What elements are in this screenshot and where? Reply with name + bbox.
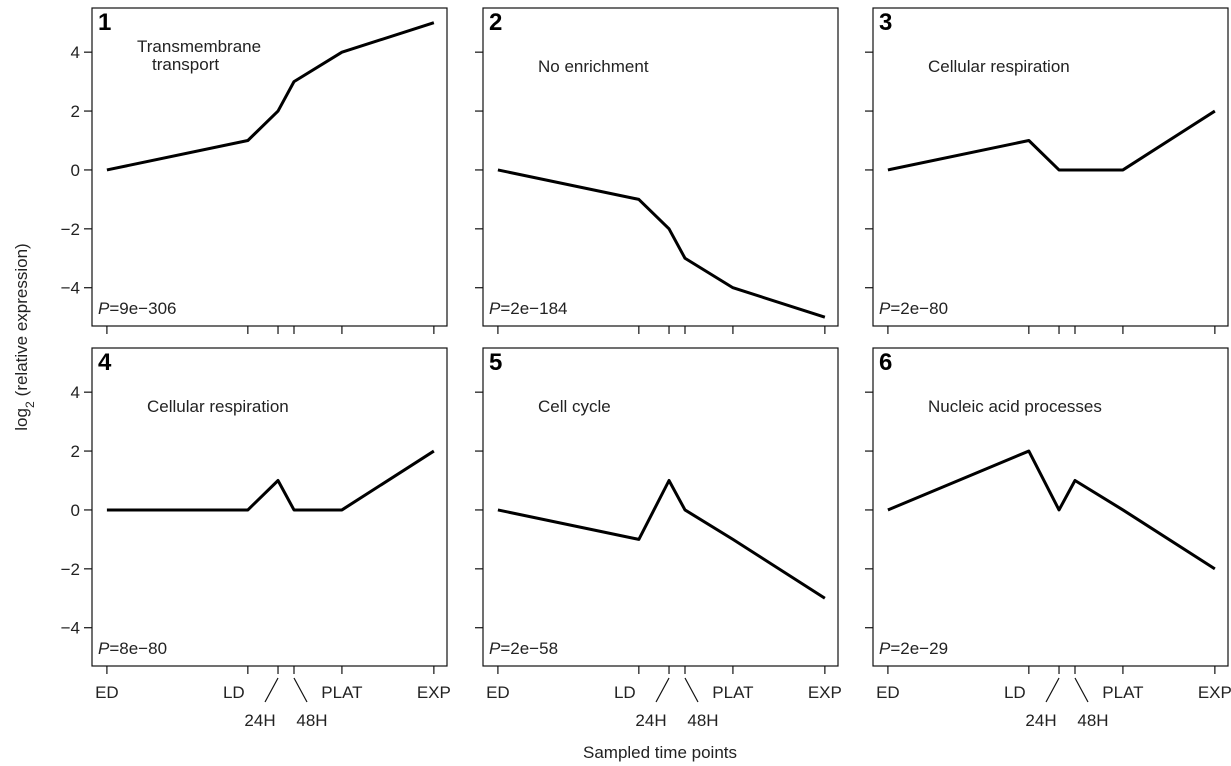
y-tick-label: −4 (61, 279, 80, 298)
y-label-text: log (12, 408, 31, 431)
series-line (497, 168, 826, 319)
x-tick-label: LD (1004, 683, 1026, 702)
p-symbol: P (489, 299, 501, 318)
x-tick-leader (1074, 677, 1089, 703)
series-line (497, 479, 826, 600)
y-tick-label: 0 (71, 161, 80, 180)
y-tick-label: 4 (71, 383, 80, 402)
y-tick-label: −4 (61, 619, 80, 638)
p-text: =2e−58 (500, 639, 558, 658)
panel-frame (482, 7, 839, 327)
series-line (887, 449, 1216, 571)
p-value: P=2e−58 (489, 639, 558, 658)
annotation: No enrichment (538, 57, 649, 76)
p-value: P=9e−306 (98, 299, 176, 318)
y-label-sub: 2 (23, 401, 37, 408)
x-tick-label: LD (223, 683, 245, 702)
p-symbol: P (98, 639, 110, 658)
x-tick-label: EXP (808, 683, 842, 702)
x-tick-leader (655, 677, 670, 703)
series-line (106, 449, 435, 512)
x-axis-label: Sampled time points (583, 743, 737, 762)
annotation: Transmembrane (137, 37, 261, 56)
x-tick-label: 24H (244, 711, 275, 730)
x-tick-label: 24H (635, 711, 666, 730)
y-axis-label: log2 (relative expression) (12, 243, 37, 430)
panel-frame (91, 347, 448, 667)
p-text: =2e−80 (890, 299, 948, 318)
p-symbol: P (879, 299, 891, 318)
panel-number: 4 (98, 349, 112, 376)
x-tick-label: EXP (417, 683, 451, 702)
annotation: transport (152, 55, 219, 74)
panel-number: 1 (98, 9, 111, 36)
y-tick-label: 2 (71, 102, 80, 121)
x-tick-leader (1045, 677, 1060, 703)
x-tick-label: PLAT (712, 683, 753, 702)
x-tick-label: LD (614, 683, 636, 702)
p-value: P=2e−184 (489, 299, 567, 318)
panel-number: 2 (489, 9, 502, 36)
annotation: Cellular respiration (928, 57, 1070, 76)
annotation: Cellular respiration (147, 397, 289, 416)
panel-frame (482, 347, 839, 667)
annotation: Nucleic acid processes (928, 397, 1102, 416)
x-tick-leader (684, 677, 699, 703)
x-tick-label: PLAT (321, 683, 362, 702)
x-tick-label: 48H (687, 711, 718, 730)
panel-number: 3 (879, 9, 892, 36)
p-text: =2e−29 (890, 639, 948, 658)
x-tick-label: PLAT (1102, 683, 1143, 702)
x-tick-label: ED (95, 683, 119, 702)
x-tick-label: 24H (1025, 711, 1056, 730)
x-tick-leader (264, 677, 279, 703)
y-tick-label: 2 (71, 442, 80, 461)
p-text: =8e−80 (109, 639, 167, 658)
panel-frame (872, 347, 1229, 667)
y-tick-label: −2 (61, 220, 80, 239)
panel-frame (872, 7, 1229, 327)
p-value: P=8e−80 (98, 639, 167, 658)
p-value: P=2e−29 (879, 639, 948, 658)
x-tick-label: EXP (1198, 683, 1231, 702)
x-tick-label: ED (486, 683, 510, 702)
p-symbol: P (98, 299, 110, 318)
y-label-rest: (relative expression) (12, 243, 31, 396)
x-tick-label: 48H (296, 711, 327, 730)
series-line (887, 109, 1216, 172)
x-tick-leader (293, 677, 308, 703)
series-line (106, 21, 435, 172)
y-tick-label: 0 (71, 501, 80, 520)
panel-frame (91, 7, 448, 327)
p-value: P=2e−80 (879, 299, 948, 318)
annotation: Cell cycle (538, 397, 611, 416)
p-symbol: P (879, 639, 891, 658)
y-tick-label: −2 (61, 560, 80, 579)
panel-number: 5 (489, 349, 502, 376)
x-tick-label: 48H (1077, 711, 1108, 730)
p-text: =2e−184 (500, 299, 567, 318)
p-text: =9e−306 (109, 299, 176, 318)
x-tick-label: ED (876, 683, 900, 702)
p-symbol: P (489, 639, 501, 658)
panel-number: 6 (879, 349, 892, 376)
y-tick-label: 4 (71, 43, 80, 62)
